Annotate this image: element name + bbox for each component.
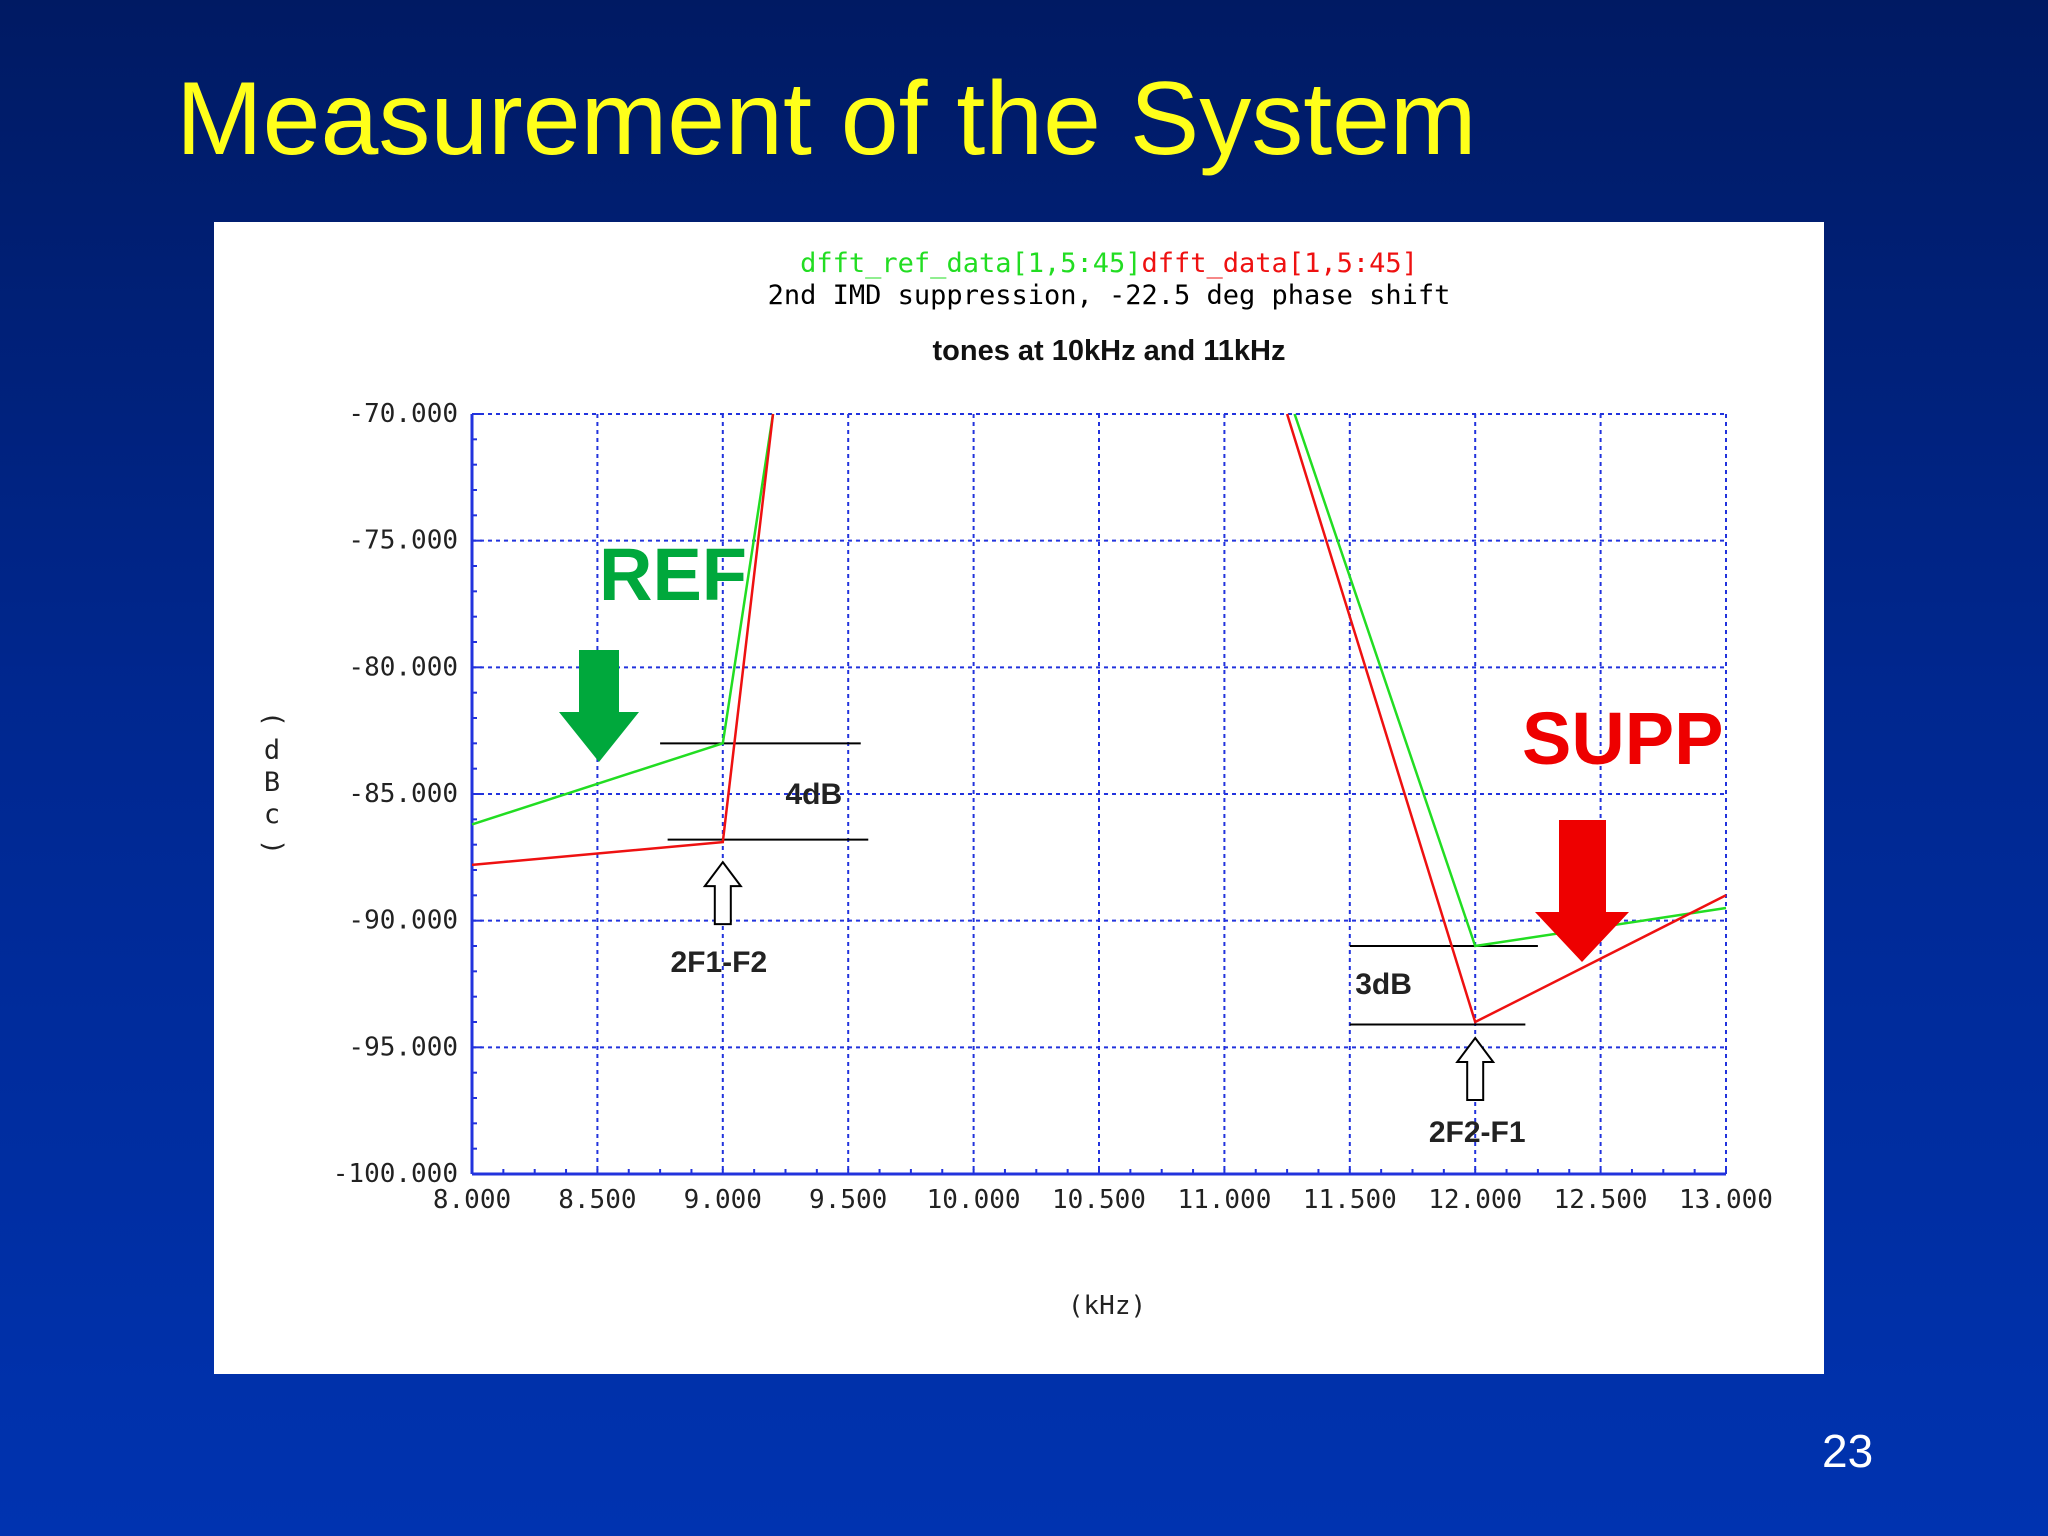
y-tick-label: -80.000 — [348, 652, 458, 682]
y-axis-label: ( dBc) — [257, 711, 288, 855]
marker-label-2f1-f2: 2F1-F2 — [670, 946, 767, 979]
supp-arrow-icon — [1535, 820, 1629, 962]
imd-spectrum-chart: dfft_ref_data[1,5:45]dfft_data[1,5:45]2n… — [257, 248, 1773, 1321]
x-axis-label: (kHz) — [1068, 1291, 1146, 1321]
y-tick-label: -90.000 — [348, 906, 458, 936]
chart-title-line: 2nd IMD suppression, -22.5 deg phase shi… — [768, 280, 1451, 311]
x-tick-label: 9.500 — [809, 1185, 887, 1215]
marker-up-arrow-icon — [702, 860, 743, 926]
reference-lines — [660, 742, 1538, 1026]
ref-arrow-icon — [559, 650, 639, 762]
y-axis-label-char: ( — [257, 711, 288, 727]
series-line — [471, 413, 775, 826]
x-tick-label: 13.000 — [1679, 1185, 1773, 1215]
y-axis-label-char: c — [264, 799, 280, 830]
chart-panel: dfft_ref_data[1,5:45]dfft_data[1,5:45] 2n… — [214, 222, 1824, 1374]
chart-subtitle: tones at 10kHz and 11kHz — [933, 335, 1286, 367]
x-tick-label: 8.500 — [558, 1185, 636, 1215]
series-line — [1285, 413, 1727, 1024]
y-tick-label: -75.000 — [348, 526, 458, 556]
x-tick-label: 8.000 — [433, 1185, 511, 1215]
diff-label-4db: 4dB — [786, 778, 843, 811]
chart-title-part: dfft_data[1,5:45] — [1142, 248, 1418, 279]
y-tick-labels: -70.000 -75.000 -80.000 -85.000 -90.000 -95.0… — [333, 399, 458, 1189]
x-tick-label: 12.500 — [1554, 1185, 1648, 1215]
diff-label-3db: 3dB — [1355, 968, 1412, 1001]
x-tick-label: 9.000 — [684, 1185, 762, 1215]
chart-title-part: 2nd IMD suppression, -22.5 deg phase shi… — [768, 280, 1451, 311]
grid — [472, 413, 1727, 1174]
chart-title: dfft_ref_data[1,5:45]dfft_data[1,5:45]2n… — [768, 248, 1451, 311]
marker-up-arrow-icon — [1455, 1036, 1496, 1101]
page-number: 23 — [1822, 1425, 1874, 1477]
series-line — [471, 413, 775, 867]
chart-title-line: dfft_ref_data[1,5:45]dfft_data[1,5:45] — [800, 248, 1418, 279]
y-tick-label: -95.000 — [348, 1032, 458, 1062]
x-tick-label: 10.000 — [927, 1185, 1021, 1215]
x-tick-label: 11.500 — [1303, 1185, 1397, 1215]
chart-title-part: dfft_ref_data[1,5:45] — [800, 248, 1141, 279]
supp-label: SUPP — [1522, 697, 1724, 780]
slide-title: Measurement of the System — [176, 61, 1477, 177]
series-lines — [471, 413, 1727, 1024]
y-tick-label: -85.000 — [348, 779, 458, 809]
y-tick-label: -70.000 — [348, 399, 458, 429]
x-tick-label: 12.000 — [1428, 1185, 1522, 1215]
y-axis-label-char: B — [264, 767, 280, 798]
x-tick-labels: 8.000 8.500 9.000 9.500 10.000 10.500 11.000 11… — [433, 1185, 1773, 1215]
y-axis-label-char: ) — [257, 839, 288, 855]
x-tick-label: 11.000 — [1177, 1185, 1271, 1215]
ref-label: REF — [599, 533, 747, 616]
x-tick-label: 10.500 — [1052, 1185, 1146, 1215]
series-line — [1293, 413, 1727, 948]
marker-label-2f2-f1: 2F2-F1 — [1429, 1116, 1526, 1149]
annotations: REF SUPP 4dB 3dB 2F1-F2 2F2-F1 — [559, 533, 1724, 1149]
y-tick-label: -100.000 — [333, 1159, 458, 1189]
y-axis-label-char: d — [264, 735, 280, 766]
axes — [470, 413, 1727, 1176]
